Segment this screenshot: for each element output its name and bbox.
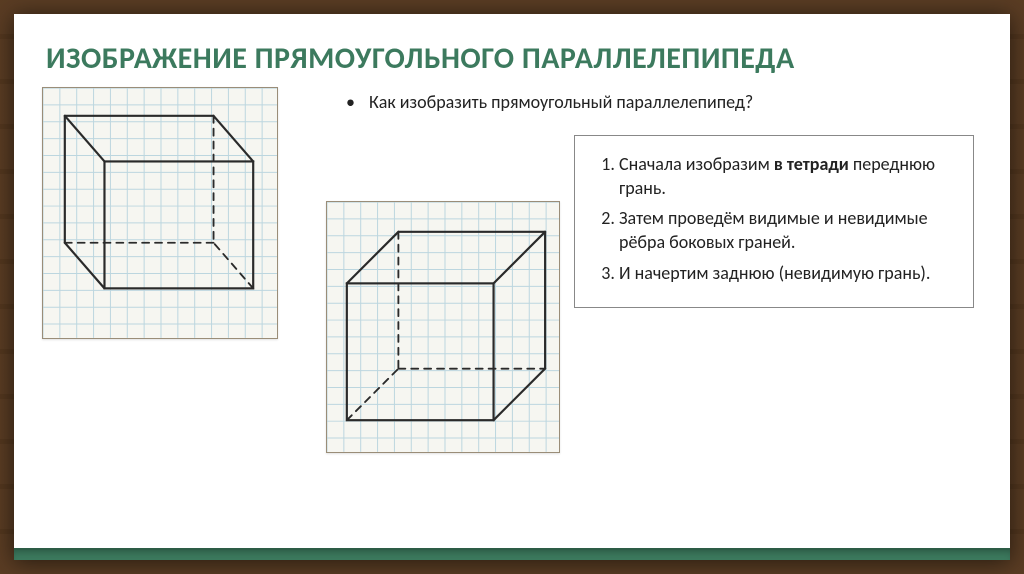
figure-2-svg (327, 202, 559, 452)
grid-icon (327, 202, 559, 452)
step-1-pre: Сначала изобразим (619, 153, 774, 175)
figure-1-svg (43, 88, 277, 338)
step-2: Затем проведём видимые и невидимые рёбра… (619, 206, 957, 255)
bullet-dot-icon: • (346, 91, 355, 113)
steps-box: Сначала изобразим в тетради переднюю гра… (574, 135, 974, 308)
cube-2-drawing (347, 231, 545, 419)
footer-bar (14, 548, 1010, 560)
step-1-bold: в тетради (774, 153, 849, 175)
figure-2 (326, 201, 560, 453)
question-bullet: • Как изобразить прямоугольный параллеле… (346, 91, 753, 113)
slide: ИЗОБРАЖЕНИЕ ПРЯМОУГОЛЬНОГО ПАРАЛЛЕЛЕПИПЕ… (14, 14, 1010, 560)
grid-icon (43, 88, 277, 338)
slide-content: • Как изобразить прямоугольный параллеле… (46, 91, 978, 491)
step-1: Сначала изобразим в тетради переднюю гра… (619, 152, 957, 201)
steps-list: Сначала изобразим в тетради переднюю гра… (619, 152, 957, 285)
figure-1 (42, 87, 278, 339)
question-text: Как изобразить прямоугольный параллелепи… (369, 91, 753, 113)
step-3: И начертим заднюю (невидимую грань). (619, 261, 957, 285)
slide-title: ИЗОБРАЖЕНИЕ ПРЯМОУГОЛЬНОГО ПАРАЛЛЕЛЕПИПЕ… (46, 42, 978, 77)
